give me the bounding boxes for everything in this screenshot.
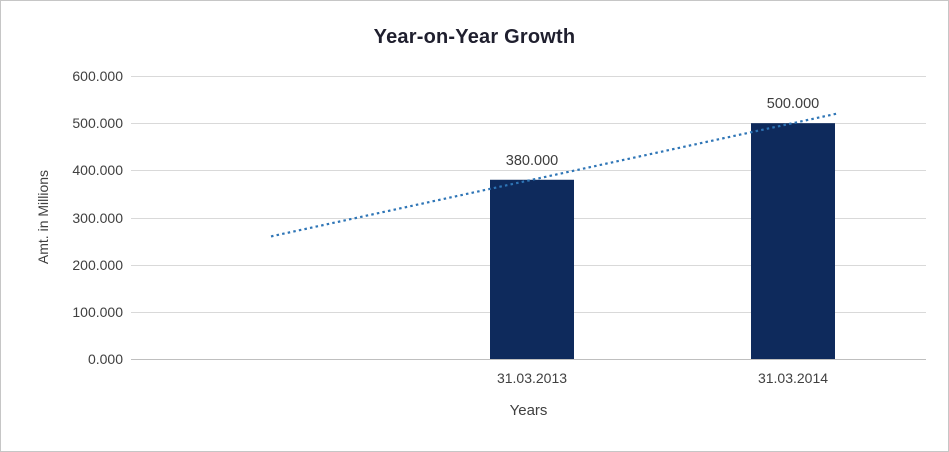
y-tick-label: 100.000 — [72, 303, 123, 320]
bar-data-label: 380.000 — [505, 152, 559, 169]
y-tick-label: 300.000 — [72, 209, 123, 226]
y-tick-label: 600.000 — [72, 68, 123, 84]
bar — [490, 179, 574, 359]
x-axis-title: Years — [509, 402, 548, 419]
x-tick-label: 31.03.2014 — [757, 370, 829, 386]
y-tick-label: 200.000 — [72, 256, 123, 273]
plot-svg — [131, 76, 926, 360]
y-tick-label: 0.000 — [87, 351, 123, 367]
y-tick-label: 400.000 — [72, 162, 123, 179]
bar — [751, 123, 835, 359]
bar-data-label: 500.000 — [766, 96, 820, 113]
y-tick-label: 500.000 — [72, 115, 123, 132]
x-tick-label: 31.03.2013 — [496, 370, 568, 386]
chart-title: Year-on-Year Growth — [373, 26, 576, 48]
plot-area — [131, 76, 926, 360]
